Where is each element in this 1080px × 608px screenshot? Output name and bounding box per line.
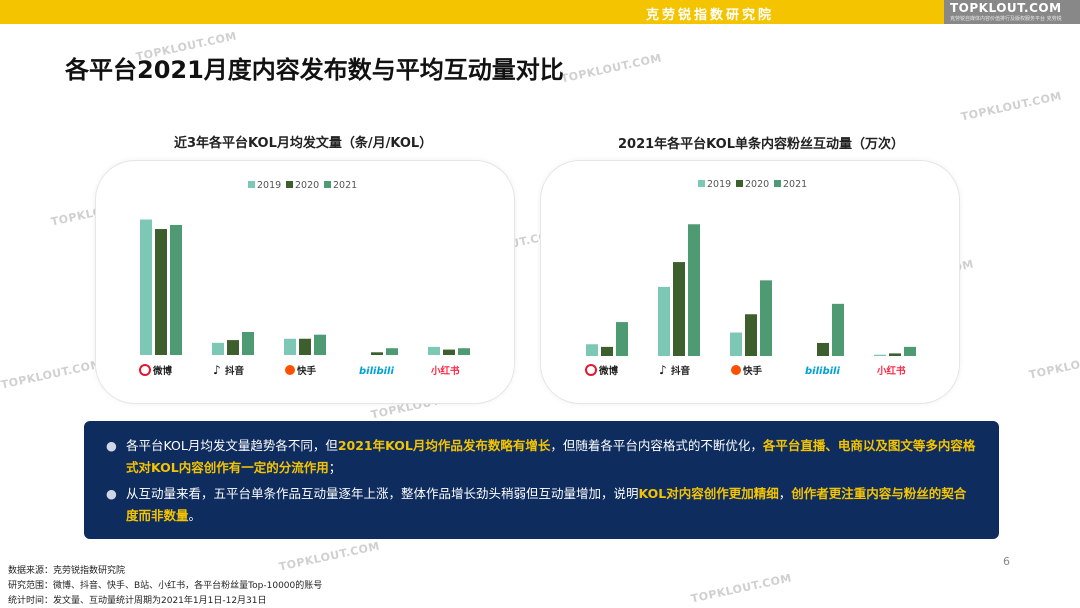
svg-text:小红书: 小红书 — [430, 365, 460, 377]
chart-legend: 2019 2020 2021 — [698, 179, 807, 190]
footnote-scope: 研究范围：微博、抖音、快手、B站、小红书，各平台粉丝量Top-10000的账号 — [8, 581, 323, 591]
footnote-source: 数据来源：克劳锐指数研究院 — [8, 566, 126, 576]
watermark: TOPKLOUT.COM — [277, 539, 381, 574]
bar-2021-4 — [458, 348, 470, 355]
chart-legend: 2019 2020 2021 — [248, 180, 357, 191]
svg-text:bilibili: bilibili — [359, 366, 394, 377]
legend-label-2019: 2019 — [707, 179, 731, 190]
svg-text:小红书: 小红书 — [876, 365, 906, 377]
bilibili-icon: bilibili — [805, 366, 840, 377]
bar-2021-2 — [314, 334, 326, 355]
page-title: 各平台2021月度内容发布数与平均互动量对比 — [65, 56, 564, 84]
footnote-period: 统计时间：发文量、互动量统计周期为2021年1月1日-12月31日 — [8, 596, 267, 606]
xiaohongshu-icon: 小红书 — [876, 365, 906, 377]
bar-2020-4 — [889, 353, 901, 356]
douyin-icon: ♪ 抖音 — [659, 363, 691, 377]
bullet-dot-icon: ● — [106, 438, 117, 453]
chart-title-posts: 近3年各平台KOL月均发文量（条/月/KOL） — [174, 136, 433, 151]
watermark: TOPKLOUT.COM — [559, 51, 663, 86]
bar-chart-posts: 2019 2020 2021 微博 ♪ 抖音 快手 bilibili 小红书 — [139, 180, 470, 377]
watermark: TOPKLOUT.COM — [1027, 347, 1080, 382]
svg-text:快手: 快手 — [297, 365, 317, 377]
bar-2020-2 — [299, 338, 311, 355]
page-number: 6 — [1003, 555, 1010, 568]
bar-2019-2 — [284, 338, 296, 355]
legend-swatch-2020 — [736, 180, 743, 187]
xiaohongshu-icon: 小红书 — [430, 365, 460, 377]
chart-panel-engagement — [540, 160, 960, 404]
bar-2020-0 — [601, 346, 613, 356]
bar-2020-1 — [227, 340, 239, 355]
bar-2019-4 — [874, 354, 886, 356]
bar-2021-4 — [904, 346, 916, 356]
bar-2021-1 — [242, 331, 254, 355]
bar-2019-1 — [212, 342, 224, 355]
bar-2019-2 — [730, 332, 742, 356]
weibo-icon: 微博 — [585, 364, 619, 377]
bar-2020-0 — [155, 229, 167, 355]
summary-text-2: 从互动量来看，五平台单条作品互动量逐年上涨，整体作品增长劲头稍弱但互动量增加，说… — [126, 486, 967, 523]
bar-2020-3 — [371, 352, 383, 355]
bar-2020-3 — [817, 342, 829, 356]
legend-swatch-2019 — [248, 181, 255, 188]
logo-text: TOPKLOUT.COM — [950, 1, 1062, 15]
watermark: TOPKLOUT.COM — [689, 571, 793, 606]
legend-swatch-2021 — [774, 180, 781, 187]
bar-2021-0 — [170, 224, 182, 355]
summary-box: ● 各平台KOL月均发文量趋势各不同，但2021年KOL月均作品发布数略有增长，… — [84, 421, 999, 539]
kuaishou-icon: 快手 — [285, 365, 317, 377]
douyin-icon: ♪ 抖音 — [213, 363, 245, 377]
svg-text:♪: ♪ — [659, 363, 667, 377]
bar-2019-0 — [586, 344, 598, 356]
topklout-logo — [944, 0, 1080, 24]
legend-swatch-2020 — [286, 181, 293, 188]
bar-2021-3 — [832, 303, 844, 356]
legend-label-2021: 2021 — [333, 180, 357, 191]
bar-2019-1 — [658, 286, 670, 356]
bilibili-icon: bilibili — [359, 366, 394, 377]
bar-2021-3 — [386, 348, 398, 355]
watermark: TOPKLOUT.COM — [0, 357, 103, 392]
kuaishou-icon: 快手 — [731, 365, 763, 377]
weibo-icon: 微博 — [139, 364, 173, 377]
svg-text:微博: 微博 — [598, 365, 619, 377]
summary-text-1: 各平台KOL月均发文量趋势各不同，但2021年KOL月均作品发布数略有增长，但随… — [126, 438, 976, 475]
bar-2019-4 — [428, 346, 440, 355]
bullet-dot-icon: ● — [106, 486, 117, 501]
legend-label-2021: 2021 — [783, 179, 807, 190]
legend-swatch-2019 — [698, 180, 705, 187]
bar-2021-1 — [688, 224, 700, 356]
bar-2020-1 — [673, 262, 685, 356]
logo-subtitle: 克劳锐自媒体内容价值排行及版权服务平台 克劳锐 — [950, 16, 1062, 22]
brand-name: 克劳锐指数研究院 — [646, 8, 775, 23]
legend-swatch-2021 — [324, 181, 331, 188]
bar-2021-2 — [760, 280, 772, 356]
svg-text:♪: ♪ — [213, 363, 221, 377]
watermark: TOPKLOUT.COM — [959, 89, 1063, 124]
svg-text:快手: 快手 — [743, 365, 763, 377]
svg-text:抖音: 抖音 — [671, 365, 691, 377]
svg-text:微博: 微博 — [152, 365, 173, 377]
chart-title-engagement: 2021年各平台KOL单条内容粉丝互动量（万次） — [618, 137, 905, 152]
bar-2020-4 — [443, 349, 455, 355]
bar-chart-engagement: 2019 2020 2021 微博 ♪ 抖音 快手 bilibili 小红书 — [585, 179, 916, 377]
svg-text:抖音: 抖音 — [225, 365, 245, 377]
bar-2020-2 — [745, 314, 757, 356]
top-bar: 克劳锐指数研究院 TOPKLOUT.COM 克劳锐自媒体内容价值排行及版权服务平… — [0, 0, 1080, 24]
legend-label-2020: 2020 — [295, 180, 319, 191]
svg-text:bilibili: bilibili — [805, 366, 840, 377]
legend-label-2019: 2019 — [257, 180, 281, 191]
bar-2021-0 — [616, 322, 628, 356]
bar-2019-0 — [140, 219, 152, 355]
legend-label-2020: 2020 — [745, 179, 769, 190]
